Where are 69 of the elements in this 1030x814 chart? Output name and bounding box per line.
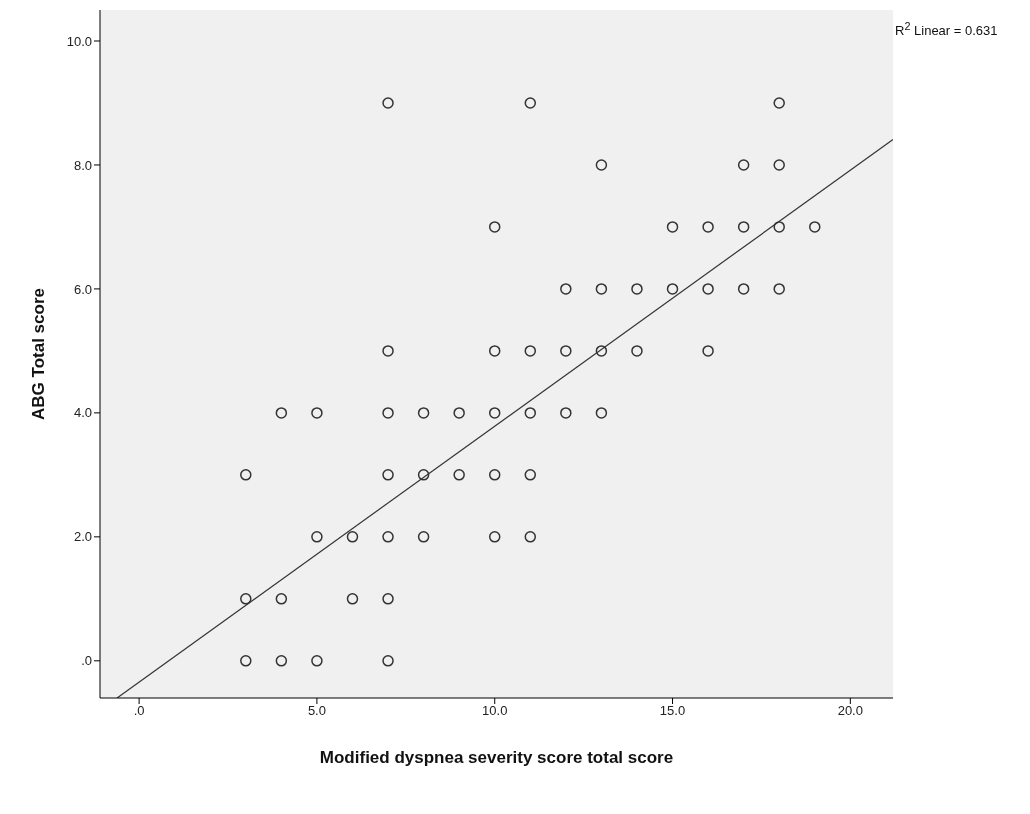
point	[417, 469, 430, 481]
point	[560, 283, 572, 295]
point	[595, 159, 608, 171]
point	[702, 221, 714, 233]
point	[666, 283, 679, 295]
y-tick-label: 6.0	[73, 281, 92, 297]
point	[453, 469, 465, 481]
point	[666, 221, 679, 233]
point	[488, 407, 501, 419]
point	[382, 97, 394, 109]
point	[453, 407, 465, 419]
point	[773, 283, 785, 295]
point	[275, 593, 288, 605]
point	[488, 531, 501, 543]
point	[382, 531, 394, 543]
point	[631, 283, 643, 295]
text: R$^{2}$ Linear = 0.631	[895, 20, 998, 39]
x-axis-title: Modified dyspnea severity score total score	[319, 748, 674, 767]
point	[382, 407, 394, 419]
point	[346, 531, 359, 543]
point	[346, 593, 359, 605]
x-tick-label: 20.0	[837, 703, 863, 719]
point	[311, 655, 323, 667]
point	[595, 407, 608, 419]
point	[488, 221, 501, 233]
x-tick-label: 15.0	[659, 703, 686, 719]
point	[275, 655, 288, 667]
point	[417, 407, 430, 419]
point	[382, 469, 394, 481]
point	[773, 159, 785, 171]
point	[275, 407, 288, 419]
point	[240, 469, 252, 481]
point	[382, 345, 394, 357]
point	[631, 345, 643, 357]
point	[560, 407, 572, 419]
point	[560, 345, 572, 357]
point	[240, 593, 252, 605]
point	[524, 97, 537, 109]
point	[595, 345, 608, 357]
point	[488, 345, 501, 357]
x-tick-label: .0	[133, 703, 145, 719]
y-tick-label: 8.0	[73, 157, 92, 173]
y-tick-label: 10.0	[66, 33, 92, 49]
point	[488, 469, 501, 481]
point	[524, 469, 537, 481]
y-tick-label: .0	[81, 653, 92, 669]
point	[737, 283, 750, 295]
point	[773, 221, 785, 233]
y-tick-label: 4.0	[73, 405, 92, 421]
point	[417, 531, 430, 543]
point	[382, 593, 394, 605]
point	[809, 221, 821, 233]
point	[773, 97, 785, 109]
x-tick-label: 10.0	[482, 703, 508, 719]
point	[311, 407, 323, 419]
point	[524, 407, 537, 419]
point	[382, 655, 394, 667]
point	[524, 531, 537, 543]
point	[737, 221, 750, 233]
point	[737, 159, 750, 171]
y-axis-title: ABG Total score	[29, 288, 49, 420]
point	[311, 531, 323, 543]
point	[702, 345, 714, 357]
point	[595, 283, 608, 295]
point	[524, 345, 537, 357]
point	[702, 283, 714, 295]
x-tick-label: 5.0	[307, 703, 326, 719]
y-tick-label: 2.0	[73, 529, 92, 545]
point	[240, 655, 252, 667]
